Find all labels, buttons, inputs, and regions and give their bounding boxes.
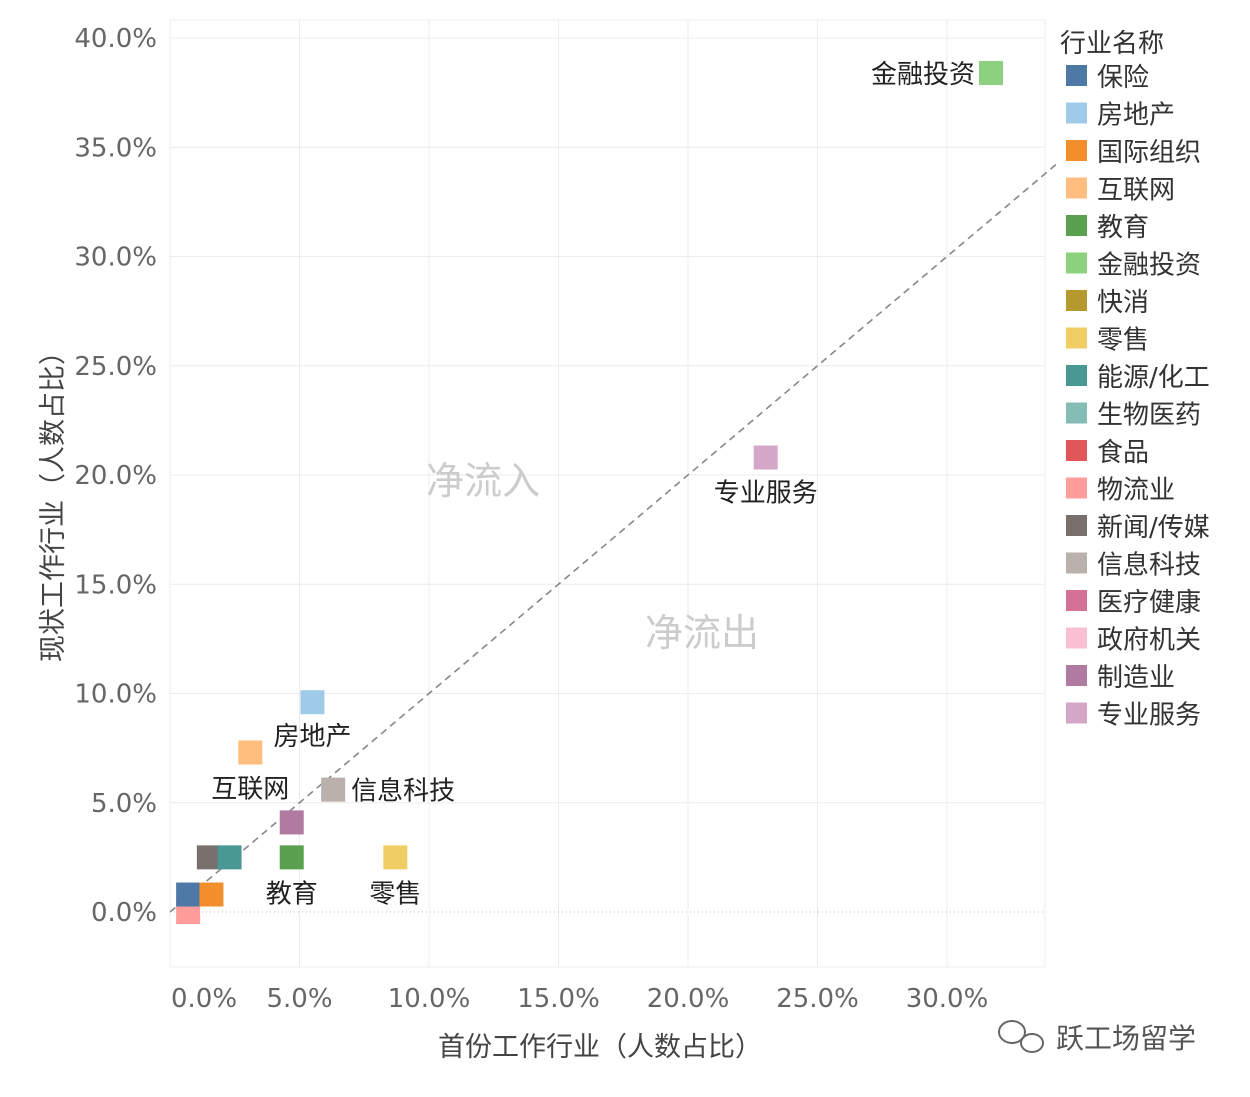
point-label: 信息科技 bbox=[351, 777, 455, 807]
point-能源/化工 bbox=[217, 845, 242, 870]
point-教育 bbox=[279, 845, 304, 870]
legend-swatch bbox=[1066, 515, 1087, 536]
point-label: 互联网 bbox=[211, 774, 289, 804]
wechat-icon bbox=[998, 1020, 1044, 1053]
y-tick-label: 0.0% bbox=[91, 898, 157, 928]
legend-item-label: 能源/化工 bbox=[1097, 363, 1210, 393]
x-tick-label: 15.0% bbox=[517, 984, 600, 1014]
point-互联网 bbox=[238, 740, 263, 765]
y-axis-ticks: 0.0% 5.0% 10.0% 15.0% 20.0% 25.0% 30.0% 35.0% 40… bbox=[74, 24, 157, 928]
watermark-text: 跃工场留学 bbox=[1056, 1022, 1196, 1055]
legend-item-label: 快消 bbox=[1097, 288, 1149, 318]
legend-swatch bbox=[1066, 65, 1087, 86]
legend-item-label: 医疗健康 bbox=[1097, 588, 1201, 618]
legend-swatch bbox=[1066, 177, 1087, 199]
legend-swatch bbox=[1066, 290, 1087, 311]
y-tick-label: 25.0% bbox=[74, 352, 157, 382]
point-label: 房地产 bbox=[273, 722, 351, 752]
point-label: 金融投资 bbox=[871, 60, 975, 90]
legend-item-label: 教育 bbox=[1097, 213, 1149, 243]
legend-swatch bbox=[1066, 327, 1087, 349]
legend-title: 行业名称 bbox=[1060, 29, 1164, 59]
legend-swatch bbox=[1066, 102, 1087, 124]
legend-item-label: 新闻/传媒 bbox=[1097, 513, 1210, 543]
legend-item-label: 专业服务 bbox=[1097, 701, 1201, 731]
legend-item-label: 食品 bbox=[1097, 438, 1149, 468]
legend-swatch bbox=[1066, 552, 1087, 574]
reference-line-y-equals-x bbox=[169, 161, 1059, 913]
legend-item-label: 房地产 bbox=[1097, 101, 1175, 131]
y-tick-label: 40.0% bbox=[74, 24, 157, 54]
x-axis-title: 首份工作行业（人数占比） bbox=[438, 1032, 762, 1063]
legend-item-label: 零售 bbox=[1097, 326, 1149, 356]
y-tick-label: 5.0% bbox=[91, 789, 157, 819]
y-tick-label: 35.0% bbox=[74, 133, 157, 163]
y-tick-label: 15.0% bbox=[74, 570, 157, 600]
point-label: 零售 bbox=[369, 879, 421, 909]
legend-swatch bbox=[1066, 477, 1087, 499]
point-房地产 bbox=[300, 690, 325, 715]
y-tick-label: 30.0% bbox=[74, 243, 157, 273]
point-零售 bbox=[383, 845, 408, 870]
legend-item-label: 政府机关 bbox=[1097, 626, 1201, 656]
legend-item-label: 物流业 bbox=[1097, 476, 1175, 506]
gridlines bbox=[169, 19, 1046, 968]
y-axis-title: 现状工作行业（人数占比） bbox=[38, 338, 69, 662]
y-tick-label: 20.0% bbox=[74, 461, 157, 491]
legend-swatch bbox=[1066, 590, 1087, 611]
legend-item-label: 生物医药 bbox=[1097, 401, 1201, 431]
y-tick-label: 10.0% bbox=[74, 680, 157, 710]
legend-item-label: 国际组织 bbox=[1097, 138, 1201, 168]
x-tick-label: 20.0% bbox=[647, 984, 730, 1014]
region-label-net-inflow: 净流入 bbox=[426, 459, 540, 503]
point-label: 专业服务 bbox=[714, 479, 818, 509]
data-points: 教育 零售 信息科技 互联网 房地产 专业服务 金融投资 bbox=[176, 60, 1004, 924]
legend-swatch bbox=[1066, 665, 1087, 686]
legend-swatch bbox=[1066, 140, 1087, 161]
legend-item-label: 制造业 bbox=[1097, 663, 1175, 693]
legend: 保险房地产国际组织互联网教育金融投资快消零售能源/化工生物医药食品物流业新闻/传… bbox=[1066, 63, 1210, 731]
point-label: 教育 bbox=[266, 879, 318, 909]
legend-swatch bbox=[1066, 402, 1087, 424]
point-保险 bbox=[176, 882, 201, 907]
point-制造业 bbox=[279, 810, 304, 835]
legend-swatch bbox=[1066, 252, 1087, 274]
watermark: 跃工场留学 bbox=[998, 1020, 1196, 1055]
legend-swatch bbox=[1066, 440, 1087, 461]
point-国际组织 bbox=[199, 882, 224, 907]
legend-swatch bbox=[1066, 702, 1087, 724]
region-label-net-outflow: 净流出 bbox=[645, 611, 759, 655]
x-tick-label: 30.0% bbox=[906, 984, 989, 1014]
point-信息科技 bbox=[321, 777, 346, 802]
legend-item-label: 保险 bbox=[1097, 63, 1149, 93]
x-tick-label: 5.0% bbox=[266, 984, 332, 1014]
legend-item-label: 金融投资 bbox=[1097, 251, 1201, 281]
x-axis-ticks: 0.0% 5.0% 10.0% 15.0% 20.0% 25.0% 30.0% bbox=[171, 984, 988, 1014]
point-专业服务 bbox=[753, 445, 778, 470]
legend-swatch bbox=[1066, 627, 1087, 649]
legend-item-label: 信息科技 bbox=[1097, 551, 1201, 581]
legend-item-label: 互联网 bbox=[1097, 176, 1175, 206]
legend-swatch bbox=[1066, 365, 1087, 386]
x-tick-label: 10.0% bbox=[388, 984, 471, 1014]
point-金融投资 bbox=[979, 60, 1004, 85]
legend-swatch bbox=[1066, 215, 1087, 236]
x-tick-label: 25.0% bbox=[776, 984, 859, 1014]
point-新闻/传媒 bbox=[196, 845, 221, 870]
x-tick-label: 0.0% bbox=[171, 984, 237, 1014]
